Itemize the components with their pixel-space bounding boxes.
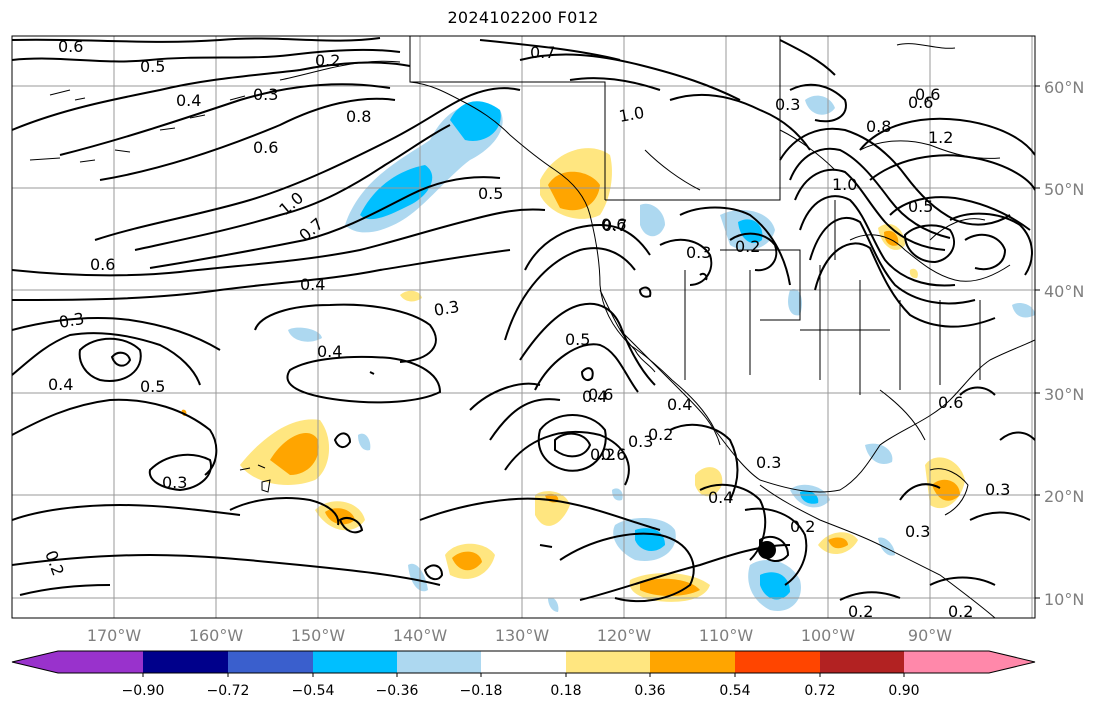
contour-label: 0.2 (41, 548, 68, 578)
contour-lines (12, 37, 1035, 603)
contour-label: 0.5 (908, 197, 933, 216)
lon-label-120w: 120°W (596, 626, 652, 645)
colorbar (11, 650, 1036, 677)
graticule (12, 36, 1035, 618)
tick-marks (1035, 85, 1040, 599)
contour-label: 0.6 (253, 138, 278, 157)
colorbar-segment (481, 651, 566, 673)
contour-label: 0.4 (317, 342, 342, 361)
colorbar-tick-label: −0.72 (206, 683, 250, 699)
coastlines (29, 36, 1035, 618)
lon-label-160w: 160°W (188, 626, 244, 645)
colorbar-tick-label: 0.18 (550, 683, 582, 699)
lon-label-90w: 90°W (907, 626, 953, 645)
colorbar-segment (650, 651, 735, 673)
contour-label: 0.2 (648, 425, 673, 444)
contour-label: 0.6 (908, 93, 933, 112)
contour-label: 0.2 (590, 445, 615, 464)
contour-label: 0.4 (667, 395, 692, 414)
lon-label-130w: 130°W (494, 626, 550, 645)
contour-label: 0.3 (985, 480, 1010, 499)
colorbar-tick-label: 0.90 (888, 683, 920, 699)
colorbar-tick-label: −0.36 (375, 683, 419, 699)
contour-label: 0.5 (565, 330, 590, 349)
lon-label-150w: 150°W (290, 626, 346, 645)
contour-label: 0.4 (708, 488, 733, 507)
contour-label: 0.2 (735, 237, 760, 256)
colorbar-tick-label: 0.54 (719, 683, 751, 699)
contour-label: 0.3 (162, 473, 187, 492)
colorbar-outline (11, 650, 1036, 674)
colorbar-segment (904, 651, 989, 673)
colorbar-extend-max (989, 651, 1035, 673)
contour-label: 0.5 (140, 377, 165, 396)
colorbar-segment (397, 651, 481, 673)
colorbar-tick-label: −0.54 (291, 683, 335, 699)
contour-label: 0.6 (915, 85, 940, 104)
colorbar-segment (735, 651, 820, 673)
contour-label: 0.3 (686, 243, 711, 262)
contour-label: 1.0 (617, 103, 645, 126)
lon-label-100w: 100°W (800, 626, 856, 645)
contour-label: 0.2 (848, 602, 873, 621)
colorbar-segment (228, 651, 313, 673)
contour-label: 1.0 (832, 175, 857, 194)
contour-label: 0.3 (628, 432, 653, 451)
contour-label: 0.6 (58, 37, 83, 56)
lat-label-50n: 50°N (1044, 180, 1085, 199)
contour-label: 0.3 (905, 522, 930, 541)
contour-label: 0.3 (775, 95, 800, 114)
lat-label-20n: 20°N (1044, 487, 1085, 506)
contour-label: 0.5 (140, 57, 165, 76)
contour-label: 0.7 (530, 43, 555, 62)
lon-label-110w: 110°W (698, 626, 754, 645)
contour-label: 0.6 (90, 255, 115, 274)
contour-label: 0.4 (300, 275, 325, 294)
contour-label: 0.2 (948, 602, 973, 621)
storm-center-marker (758, 541, 776, 559)
contour-label: 0.8 (346, 107, 371, 126)
contour-labels: 0.60.50.4 0.30.2 0.71.00.80.50.60.3 0.60.81… (41, 37, 1010, 621)
colorbar-tick-label: −0.90 (121, 683, 165, 699)
contour-label: 1.2 (928, 128, 953, 147)
colorbar-tick-label: 0.72 (804, 683, 836, 699)
lon-label-170w: 170°W (86, 626, 142, 645)
colorbar-segment (143, 651, 228, 673)
contour-label: 0.6 (588, 385, 613, 404)
contour-label: 0.6 (601, 215, 626, 234)
colorbar-segment (820, 651, 904, 673)
contour-label: 0.5 (478, 184, 503, 203)
contour-label: 0.2 (790, 517, 815, 536)
plot-frame (11, 35, 1036, 619)
contour-label: 0.7 (602, 216, 627, 235)
contour-label: 0.3 (432, 297, 460, 320)
colorbar-extend-min (12, 651, 58, 673)
lat-label-10n: 10°N (1044, 590, 1085, 609)
contour-label: 0.6 (938, 393, 963, 412)
positive-anomaly-shading (181, 148, 965, 602)
contour-label: 0.4 (48, 375, 73, 394)
contour-label: 0.4 (582, 387, 607, 406)
colorbar-tick-label: 0.36 (634, 683, 666, 699)
lat-label-40n: 40°N (1044, 282, 1085, 301)
lon-label-140w: 140°W (392, 626, 448, 645)
contour-label: 0.3 (756, 453, 781, 472)
contour-label: 0.8 (866, 117, 891, 136)
colorbar-segment (58, 651, 143, 673)
negative-anomaly-shading (288, 95, 1035, 612)
lat-label-30n: 30°N (1044, 385, 1085, 404)
contour-label: 0.2 (315, 51, 340, 70)
contour-label: 0.3 (57, 309, 85, 332)
colorbar-tick-label: −0.18 (459, 683, 503, 699)
map-title: 2024102200 F012 (447, 8, 599, 27)
colorbar-segment (313, 651, 397, 673)
colorbar-segment (566, 651, 650, 673)
contour-label: 0.4 (176, 91, 201, 110)
lat-label-60n: 60°N (1044, 78, 1085, 97)
contour-label: 0.6 (601, 445, 626, 464)
contour-label: 0.3 (253, 85, 278, 104)
